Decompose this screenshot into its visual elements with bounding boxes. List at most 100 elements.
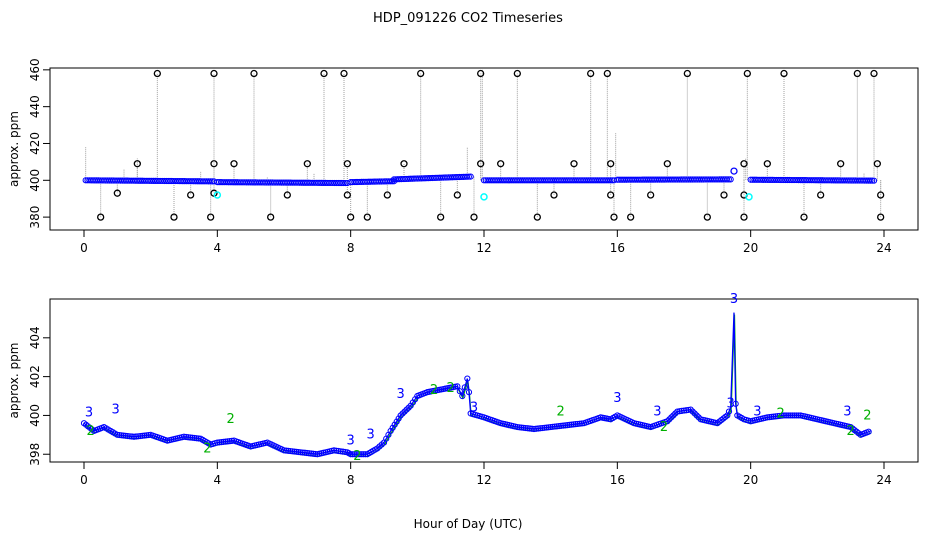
series-point <box>303 449 311 457</box>
baseline-point <box>387 178 394 185</box>
y-tick-label: 398 <box>28 443 42 466</box>
baseline-point <box>207 178 214 185</box>
series-point <box>116 431 123 439</box>
series-point <box>724 412 731 419</box>
series-point <box>516 424 523 431</box>
series-point <box>355 451 363 458</box>
baseline-point <box>465 173 472 180</box>
series-point <box>530 425 538 433</box>
series-point <box>680 407 688 414</box>
series-point <box>545 424 552 431</box>
series-point <box>293 448 300 455</box>
spike-point <box>417 69 425 78</box>
series-point <box>532 425 540 432</box>
series-point <box>295 448 302 456</box>
spike-point <box>97 213 105 221</box>
series-point <box>349 451 356 458</box>
spike-point <box>207 213 215 221</box>
spike-point <box>837 160 845 168</box>
spike-point <box>817 191 825 199</box>
spike-point <box>853 69 861 78</box>
data-label: 2 <box>430 383 438 398</box>
series-point <box>387 427 394 435</box>
spike-point <box>873 160 881 168</box>
series-point <box>780 412 788 419</box>
series-point <box>187 434 194 441</box>
series-point <box>351 451 358 458</box>
series-point <box>285 447 292 454</box>
y-tick-label: 402 <box>28 365 42 388</box>
series-point <box>214 439 221 446</box>
x-tick-label: 12 <box>476 241 491 255</box>
series-point <box>732 400 739 407</box>
series-point <box>139 432 146 439</box>
data-label: 2 <box>777 406 785 421</box>
spike-point <box>513 69 521 78</box>
series-point <box>391 421 398 428</box>
y-axis-label: approx. ppm <box>7 111 21 187</box>
series-point <box>537 425 544 432</box>
spike-point <box>210 160 218 168</box>
series-point <box>459 392 466 400</box>
y-tick-label: 440 <box>28 95 42 118</box>
spike-point <box>800 213 808 221</box>
x-tick-label: 24 <box>876 241 891 255</box>
x-tick-label: 20 <box>743 473 758 487</box>
series-point <box>143 432 150 439</box>
spike-point <box>113 189 121 197</box>
spike-point <box>250 69 258 78</box>
series-point <box>691 410 698 417</box>
series-point <box>674 408 681 415</box>
series-point <box>551 423 558 430</box>
series-point <box>195 435 202 442</box>
series-point <box>287 447 294 455</box>
flag-point <box>480 193 488 201</box>
spike-point <box>533 213 541 221</box>
series-point <box>291 448 298 455</box>
top-panel: 0 4 8 12 16 20 24 380 400 420 440 460 approx. ppm <box>7 58 919 255</box>
series-point <box>539 424 546 432</box>
spike-point <box>780 69 788 78</box>
series-point <box>555 423 563 430</box>
series-point <box>793 412 800 419</box>
series-point <box>330 447 338 454</box>
series-point <box>312 450 319 458</box>
x-tick-label: 24 <box>876 473 891 487</box>
spike-point <box>743 69 751 78</box>
series-point <box>347 451 354 458</box>
data-label: 2 <box>227 412 235 427</box>
spike-point <box>343 160 351 168</box>
series-point <box>114 431 121 438</box>
series-point <box>774 413 781 420</box>
series-line <box>83 312 871 455</box>
spike-point <box>230 160 238 168</box>
outlier-point <box>730 167 738 175</box>
series-point <box>128 433 136 440</box>
series-point <box>122 432 129 439</box>
data-label: 3 <box>367 428 375 443</box>
spike-point <box>703 213 711 221</box>
series-point <box>357 451 365 458</box>
x-tick-label: 20 <box>743 241 758 255</box>
series-point <box>118 432 125 439</box>
data-label: 3 <box>843 404 851 419</box>
spike-point <box>283 191 291 199</box>
x-tick-label: 16 <box>610 241 625 255</box>
spike-point <box>683 69 691 78</box>
spike-point <box>303 160 311 168</box>
series-point <box>360 451 367 458</box>
baseline-point <box>727 176 734 183</box>
flag-point <box>213 191 222 199</box>
spike-point <box>647 191 655 199</box>
spike-point <box>133 160 141 168</box>
plot-frame <box>49 67 919 231</box>
series-point <box>289 448 296 455</box>
series-point <box>193 435 200 442</box>
series-point <box>578 420 586 427</box>
series-point <box>399 410 406 417</box>
data-label: 2 <box>87 424 95 439</box>
data-label: 3 <box>397 387 405 402</box>
series-point <box>461 384 468 391</box>
baseline-point <box>467 173 474 180</box>
